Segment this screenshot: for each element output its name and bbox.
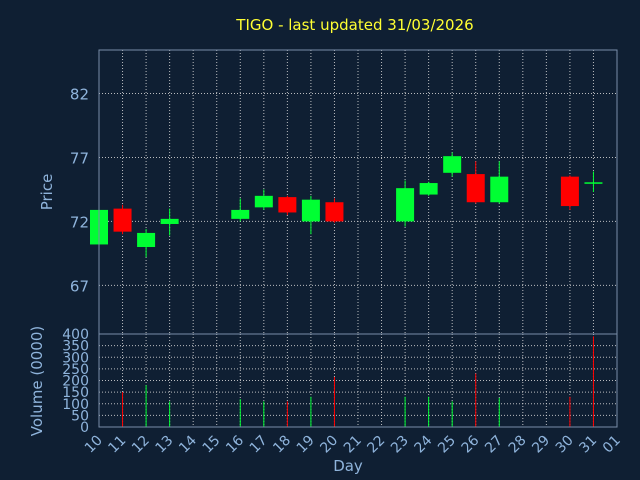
volume-y-tick-label: 150 [62, 385, 89, 401]
day-x-tick-label: 25 [435, 433, 459, 457]
candle-body [325, 202, 344, 222]
day-x-tick-label: 18 [270, 433, 294, 457]
candle-body [584, 182, 603, 184]
day-x-tick-label: 23 [388, 433, 412, 457]
candle-body [137, 232, 156, 248]
volume-y-tick-label: 250 [62, 362, 89, 378]
day-x-tick-label: 27 [482, 433, 506, 457]
day-x-tick-label: 12 [129, 433, 153, 457]
volume-y-tick-label: 200 [62, 374, 89, 390]
candle-body [560, 176, 579, 207]
day-x-tick-label: 15 [200, 433, 224, 457]
candle-body [490, 176, 509, 203]
volume-y-tick-label: 100 [62, 397, 89, 413]
candle-body [396, 188, 415, 222]
day-x-tick-label: 01 [600, 433, 624, 457]
day-x-tick-label: 10 [82, 433, 106, 457]
volume-y-tick-label: 50 [71, 408, 89, 424]
volume-y-tick-label: 0 [80, 420, 89, 436]
volume-series [98, 336, 594, 427]
day-x-tick-label: 19 [294, 433, 318, 457]
candle-body [160, 218, 179, 224]
volume-y-tick-label: 400 [62, 327, 89, 343]
volume-plot-frame [98, 333, 618, 428]
volume-grid [99, 333, 617, 428]
day-x-tick-label: 13 [153, 433, 177, 457]
price-grid [99, 50, 617, 334]
candle-body [443, 156, 462, 173]
candle-body [231, 209, 250, 219]
volume-y-tick-label: 300 [62, 350, 89, 366]
candle-body [419, 183, 438, 195]
day-x-tick-label: 28 [506, 433, 530, 457]
volume-y-tick-label: 350 [62, 339, 89, 355]
chart-title: TIGO - last updated 31/03/2026 [235, 16, 473, 34]
day-x-tick-label: 11 [105, 433, 129, 457]
price-y-tick-label: 72 [70, 213, 89, 231]
day-x-tick-label: 26 [459, 432, 483, 456]
day-x-tick-label: 22 [364, 433, 388, 457]
day-x-tick-label: 30 [553, 433, 577, 457]
candle-body [113, 208, 132, 232]
price-y-ticks: 67 72 77 82 [70, 85, 89, 295]
price-y-tick-label: 77 [70, 149, 89, 167]
day-x-tick-label: 17 [247, 433, 271, 457]
day-x-ticks: 10 11 12 13 14 15 16 17 18 19 20 21 22 23 24 25 26 27 28 29… [82, 432, 624, 456]
day-x-tick-label: 14 [176, 432, 200, 456]
candle-body [278, 197, 297, 213]
candlestick-series [90, 152, 603, 258]
day-x-tick-label: 20 [317, 433, 341, 457]
candle-body [301, 199, 320, 222]
day-x-tick-label: 24 [412, 432, 436, 456]
candle-body [254, 195, 273, 208]
price-axis-label: Price [38, 174, 56, 211]
candle-body [466, 174, 485, 203]
day-axis-label: Day [333, 457, 363, 475]
price-y-tick-label: 82 [70, 85, 89, 103]
volume-axis-label: Volume (0000) [28, 326, 46, 436]
day-x-tick-label: 21 [341, 433, 365, 457]
day-x-tick-label: 29 [529, 433, 553, 457]
day-x-tick-label: 16 [223, 432, 247, 456]
price-y-tick-label: 67 [70, 277, 89, 295]
day-x-tick-label: 31 [576, 433, 600, 457]
